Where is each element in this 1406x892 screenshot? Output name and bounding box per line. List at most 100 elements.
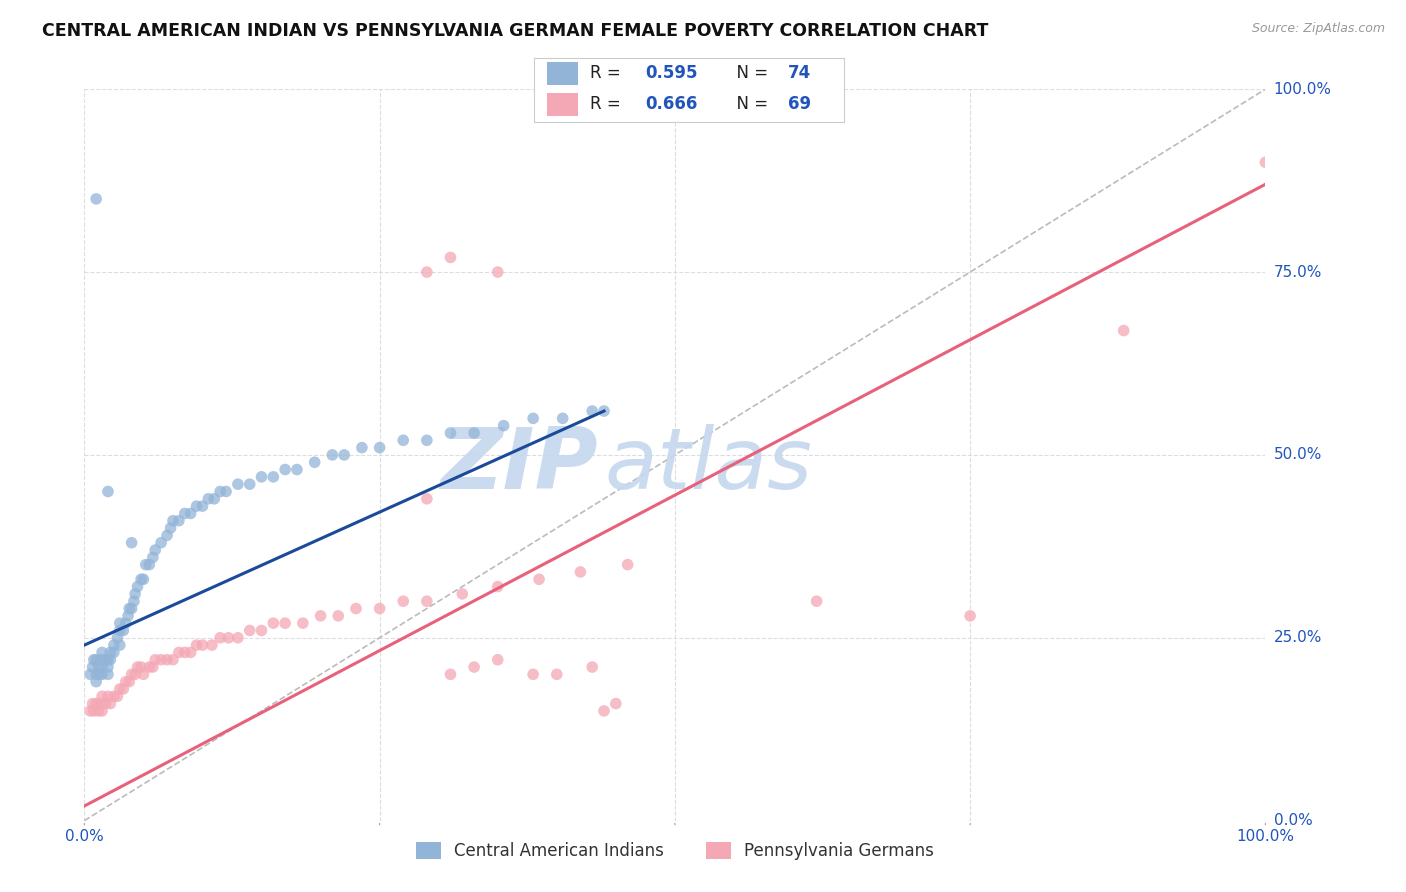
Point [132,667,155,681]
Point [150,653,173,667]
Text: 0.595: 0.595 [645,64,699,82]
Point [82,660,104,674]
Point [122,594,145,608]
Point [118,674,141,689]
Point [226,631,249,645]
Point [191,638,214,652]
Text: R =: R = [591,64,626,82]
Point [124,667,146,681]
Text: N =: N = [725,64,773,82]
Point [142,550,165,565]
Point [84,192,107,206]
Point [150,535,173,549]
Point [84,674,107,689]
Point [439,251,461,265]
Point [87,660,110,674]
Point [605,697,627,711]
Point [333,448,356,462]
Point [82,697,104,711]
Point [97,660,120,674]
Point [262,470,284,484]
Point [239,624,262,638]
Point [527,572,550,586]
Point [463,660,485,674]
Point [215,484,238,499]
Point [581,404,603,418]
Point [416,594,439,608]
Point [79,704,101,718]
Point [250,470,273,484]
Point [91,704,114,718]
Point [486,580,509,594]
Point [463,425,485,440]
Point [87,704,110,718]
Point [1254,155,1277,169]
Point [108,681,131,696]
Text: 75.0%: 75.0% [1274,265,1322,279]
Point [142,660,165,674]
Point [180,645,202,659]
Point [262,616,284,631]
Point [127,660,149,674]
Point [97,653,120,667]
Point [197,491,219,506]
Point [486,653,509,667]
Legend: Central American Indians, Pennsylvania Germans: Central American Indians, Pennsylvania G… [409,836,941,867]
Point [89,697,111,711]
Point [129,660,152,674]
Point [226,477,249,491]
Point [239,477,262,491]
Point [522,667,544,681]
Text: 100.0%: 100.0% [1274,82,1331,96]
Point [97,484,120,499]
Point [439,667,461,681]
Point [274,462,297,476]
Point [114,616,136,631]
Point [291,616,314,631]
Point [344,601,367,615]
Text: R =: R = [591,95,626,113]
Point [191,499,214,513]
Point [89,667,111,681]
Point [569,565,592,579]
Point [274,616,297,631]
Point [108,616,131,631]
Text: 69: 69 [787,95,811,113]
Point [112,681,135,696]
Point [201,638,224,652]
Point [94,697,117,711]
Point [180,507,202,521]
Point [806,594,828,608]
Point [1112,324,1135,338]
Text: CENTRAL AMERICAN INDIAN VS PENNSYLVANIA GERMAN FEMALE POVERTY CORRELATION CHART: CENTRAL AMERICAN INDIAN VS PENNSYLVANIA … [42,22,988,40]
Text: 0.0%: 0.0% [1274,814,1312,828]
Point [103,638,125,652]
Point [209,484,232,499]
Point [143,653,166,667]
Point [98,697,121,711]
Point [209,631,232,645]
Point [91,690,114,704]
Point [156,653,179,667]
Point [91,667,114,681]
Point [127,580,149,594]
Point [162,653,184,667]
Point [167,514,190,528]
Point [97,667,120,681]
Point [108,624,131,638]
Point [486,265,509,279]
Text: Source: ZipAtlas.com: Source: ZipAtlas.com [1251,22,1385,36]
Point [321,448,343,462]
Point [392,434,415,448]
Point [97,690,120,704]
Point [83,653,105,667]
Text: 0.666: 0.666 [645,95,697,113]
Point [368,601,391,615]
Point [551,411,574,425]
Point [91,660,114,674]
Point [156,528,179,542]
Point [416,434,439,448]
Point [98,653,121,667]
Point [368,441,391,455]
Point [250,624,273,638]
